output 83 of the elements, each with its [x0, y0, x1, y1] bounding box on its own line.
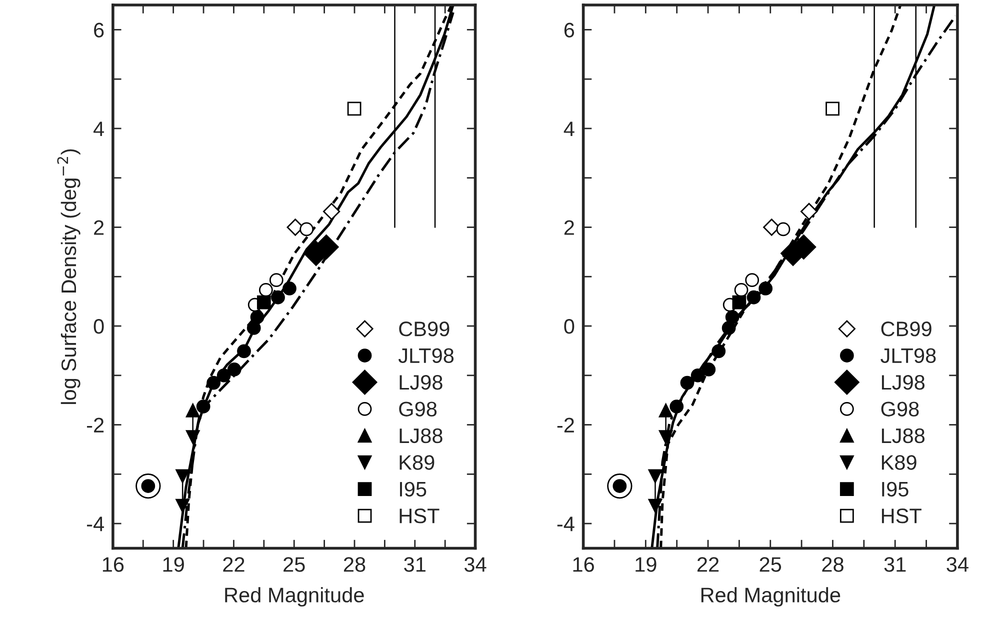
y-tick-label: -2 — [557, 418, 574, 432]
point — [246, 321, 261, 335]
point — [658, 404, 673, 418]
y-tick-label: -4 — [87, 516, 104, 532]
point — [746, 290, 761, 304]
y-tick-label: 0 — [564, 319, 574, 334]
point — [196, 400, 210, 414]
x-tick-label: 22 — [697, 557, 719, 572]
point — [734, 283, 748, 297]
point — [256, 295, 271, 310]
point — [300, 222, 314, 236]
point — [323, 202, 340, 220]
legend-label: LJ88 — [882, 428, 925, 444]
x-tick-label: 25 — [284, 557, 305, 572]
x-tick-label: 16 — [573, 557, 594, 572]
point — [648, 498, 662, 513]
legend-label: K89 — [882, 455, 916, 470]
x-axis-title: Red Magnitude — [225, 587, 364, 607]
y-tick-label: 6 — [94, 22, 104, 38]
point — [176, 469, 190, 484]
x-axis-title: Red Magnitude — [701, 587, 840, 607]
y-tick-label: 4 — [93, 122, 104, 136]
point — [745, 273, 760, 288]
legend-label: LJ98 — [882, 374, 925, 390]
legend-label: JLT98 — [398, 348, 454, 364]
point — [722, 321, 736, 335]
point — [690, 368, 705, 382]
x-tick-label: 19 — [163, 557, 184, 572]
y-axis-title: log Surface Density (deg$^{−2}$) — [57, 149, 80, 404]
point — [732, 295, 746, 310]
point — [680, 376, 694, 390]
point — [250, 310, 264, 324]
legend-label: HST — [882, 508, 922, 524]
legend-label: HST — [400, 508, 440, 524]
point — [176, 498, 190, 513]
y-tick-label: 0 — [94, 319, 104, 334]
point — [347, 102, 362, 116]
y-tick-label: -4 — [557, 516, 574, 532]
legend-label: K89 — [400, 455, 434, 470]
point — [206, 376, 221, 390]
point — [216, 368, 231, 382]
x-tick-label: 28 — [344, 557, 366, 572]
x-tick-label: 22 — [223, 557, 244, 572]
point — [776, 222, 790, 236]
point — [702, 362, 716, 376]
x-tick-label: 19 — [636, 557, 656, 572]
legend-label: G98 — [399, 402, 437, 416]
point — [269, 273, 284, 288]
x-tick-label: 31 — [884, 557, 906, 572]
point — [227, 362, 242, 376]
y-tick-label: 4 — [564, 122, 574, 136]
x-tick-label: 34 — [464, 557, 486, 572]
point — [800, 202, 818, 220]
legend-label: CB99 — [881, 322, 932, 336]
point — [725, 310, 740, 324]
legend-label: G98 — [881, 402, 919, 416]
x-tick-label: 28 — [822, 557, 844, 572]
legend-label: JLT98 — [880, 348, 936, 364]
point — [282, 282, 296, 296]
point — [258, 283, 273, 297]
point — [758, 282, 773, 296]
point — [237, 344, 251, 358]
legend-label: I95 — [400, 482, 426, 497]
legend-label: LJ88 — [400, 428, 442, 444]
point — [826, 102, 840, 116]
x-tick-label: 31 — [404, 557, 426, 572]
x-tick-label: 34 — [946, 557, 968, 572]
x-tick-label: 25 — [760, 557, 782, 572]
point — [271, 290, 285, 304]
x-tick-label: 16 — [102, 557, 124, 572]
y-tick-label: 2 — [94, 220, 104, 235]
point — [712, 344, 726, 358]
y-tick-label: 2 — [564, 220, 574, 235]
legend-label: LJ98 — [400, 374, 442, 390]
point — [648, 469, 662, 484]
point — [658, 430, 673, 444]
legend-label: I95 — [882, 482, 908, 497]
point — [186, 430, 200, 444]
legend-label: CB99 — [399, 322, 450, 336]
point — [186, 404, 200, 418]
point — [670, 400, 684, 414]
y-tick-label: -2 — [87, 418, 104, 432]
y-tick-label: 6 — [564, 22, 574, 38]
